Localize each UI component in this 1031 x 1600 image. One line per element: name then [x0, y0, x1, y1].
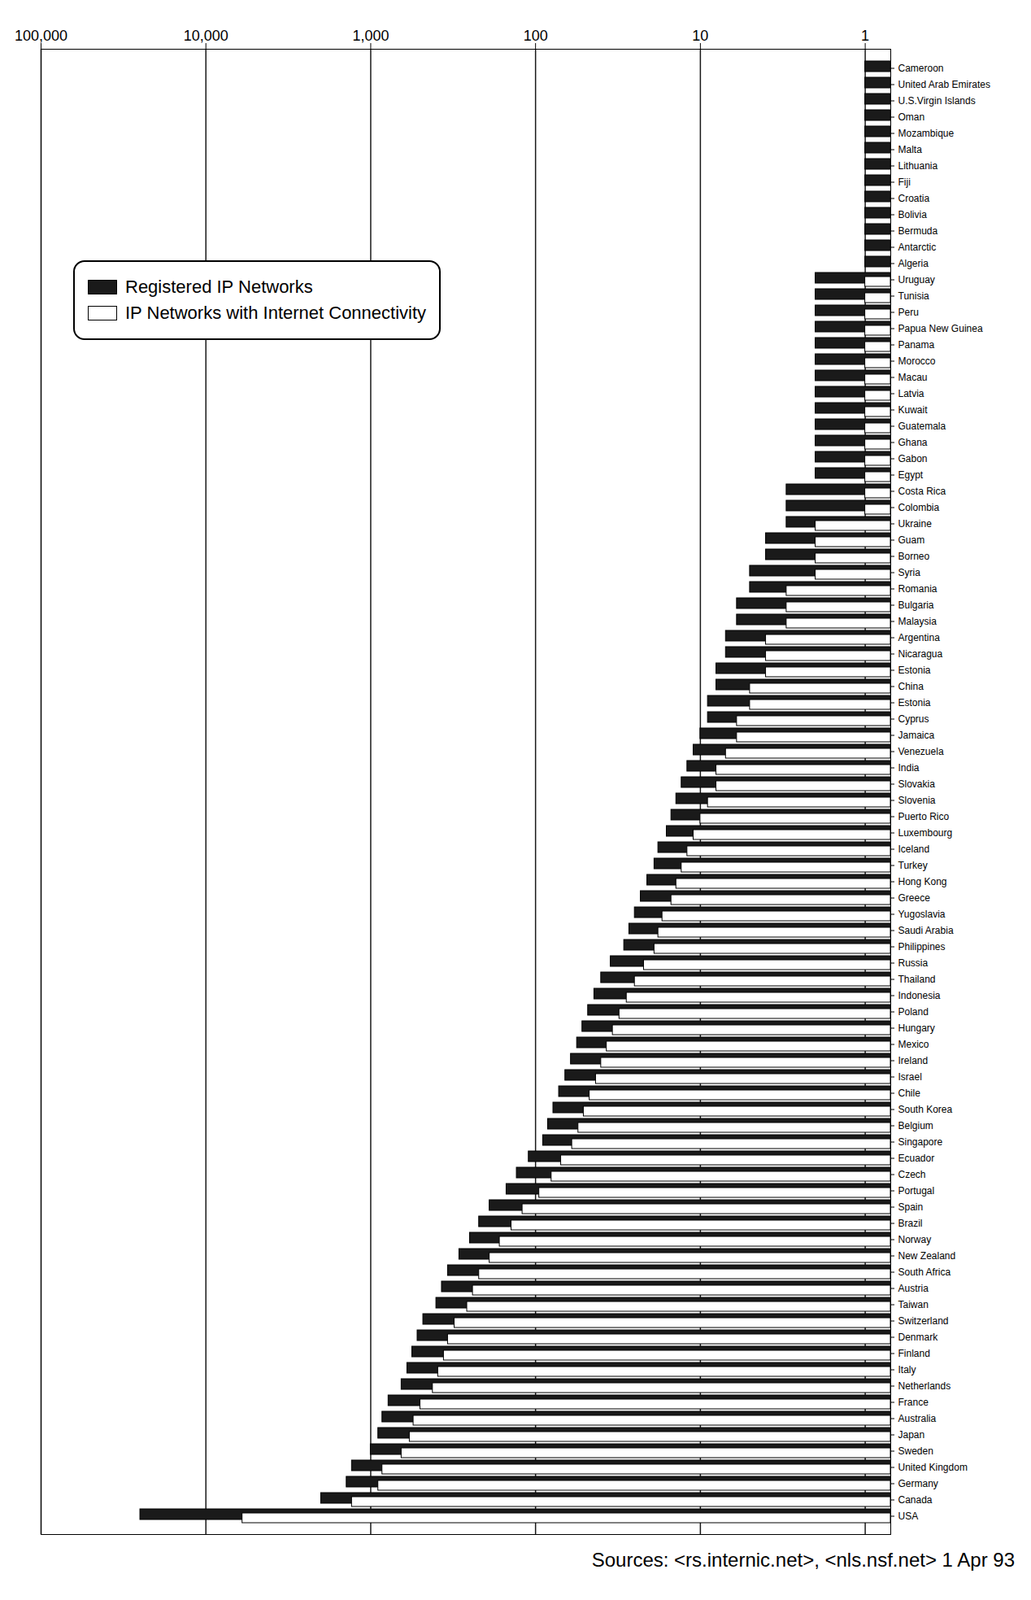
svg-text:Spain: Spain — [898, 1200, 924, 1213]
svg-text:Nicaragua: Nicaragua — [898, 648, 944, 660]
html-text:Registered IP Networks: Registered IP Networks — [125, 276, 313, 297]
svg-text:Italy: Italy — [898, 1363, 917, 1375]
svg-text:Croatia: Croatia — [898, 192, 931, 205]
svg-text:Czech: Czech — [898, 1168, 927, 1180]
svg-text:Peru: Peru — [898, 306, 919, 318]
svg-text:Morocco: Morocco — [898, 355, 936, 367]
svg-text:Finland: Finland — [898, 1347, 931, 1359]
svg-text:Turkey: Turkey — [898, 859, 928, 871]
svg-text:Ecuador: Ecuador — [898, 1152, 936, 1164]
svg-text:France: France — [898, 1396, 930, 1408]
svg-text:Panama: Panama — [898, 339, 936, 351]
svg-text:Estonia: Estonia — [898, 696, 931, 709]
svg-text:United Kingdom: United Kingdom — [898, 1461, 968, 1473]
svg-text:1,000: 1,000 — [352, 27, 389, 44]
svg-text:Fiji: Fiji — [898, 176, 911, 188]
svg-text:Malaysia: Malaysia — [898, 615, 938, 627]
svg-text:Japan: Japan — [898, 1428, 926, 1440]
svg-text:Russia: Russia — [898, 957, 929, 969]
svg-text:Denmark: Denmark — [898, 1331, 940, 1343]
svg-text:Guatemala: Guatemala — [898, 420, 947, 432]
svg-text:Slovakia: Slovakia — [898, 778, 936, 790]
svg-text:New Zealand: New Zealand — [898, 1249, 957, 1262]
svg-text:Bolivia: Bolivia — [898, 208, 928, 221]
svg-text:Slovenia: Slovenia — [898, 794, 936, 806]
svg-text:United Arab Emirates: United Arab Emirates — [898, 78, 991, 91]
svg-text:100,000: 100,000 — [14, 27, 68, 44]
svg-text:100: 100 — [523, 27, 549, 44]
svg-text:Norway: Norway — [898, 1233, 932, 1245]
svg-text:Taiwan: Taiwan — [898, 1298, 929, 1310]
svg-text:Iceland: Iceland — [898, 843, 931, 855]
svg-text:Costa Rica: Costa Rica — [898, 485, 947, 497]
svg-text:Estonia: Estonia — [898, 664, 931, 676]
svg-text:Uruguay: Uruguay — [898, 274, 936, 286]
svg-text:USA: USA — [898, 1509, 919, 1522]
svg-text:India: India — [898, 761, 920, 774]
svg-text:Cameroon: Cameroon — [898, 62, 944, 74]
svg-text:Kuwait: Kuwait — [898, 404, 929, 416]
svg-text:Poland: Poland — [898, 1005, 929, 1018]
svg-text:Hong Kong: Hong Kong — [898, 875, 948, 888]
svg-text:Singapore: Singapore — [898, 1135, 944, 1148]
svg-text:1: 1 — [861, 27, 870, 44]
svg-text:Bulgaria: Bulgaria — [898, 599, 935, 611]
html-text:Sources: <rs.internic.net>, <n: Sources: <rs.internic.net>, <nls.nsf.net… — [591, 1548, 1015, 1571]
svg-text:Brazil: Brazil — [898, 1217, 923, 1229]
svg-text:South Africa: South Africa — [898, 1265, 952, 1278]
svg-text:Portugal: Portugal — [898, 1184, 936, 1197]
svg-text:Tunisia: Tunisia — [898, 290, 931, 302]
svg-text:U.S.Virgin Islands: U.S.Virgin Islands — [898, 95, 976, 107]
svg-text:Thailand: Thailand — [898, 973, 936, 985]
svg-text:Netherlands: Netherlands — [898, 1379, 952, 1392]
svg-text:Greece: Greece — [898, 891, 931, 904]
svg-text:Algeria: Algeria — [898, 257, 930, 270]
svg-text:Malta: Malta — [898, 143, 923, 156]
svg-text:10: 10 — [691, 27, 709, 44]
svg-text:Hungary: Hungary — [898, 1022, 936, 1034]
svg-text:Jamaica: Jamaica — [898, 729, 936, 741]
svg-text:Lithuania: Lithuania — [898, 160, 939, 172]
svg-text:Chile: Chile — [898, 1087, 922, 1099]
svg-text:Puerto Rico: Puerto Rico — [898, 810, 950, 823]
svg-text:Borneo: Borneo — [898, 550, 931, 562]
svg-text:Indonesia: Indonesia — [898, 989, 941, 1001]
html-text:IP Networks with Internet Conn: IP Networks with Internet Connectivity — [125, 302, 427, 323]
svg-text:Syria: Syria — [898, 566, 922, 579]
svg-text:Switzerland: Switzerland — [898, 1314, 949, 1327]
svg-text:South Korea: South Korea — [898, 1103, 953, 1115]
svg-text:Belgium: Belgium — [898, 1119, 934, 1132]
svg-text:Ireland: Ireland — [898, 1054, 929, 1066]
svg-text:Argentina: Argentina — [898, 631, 941, 644]
svg-text:Antarctic: Antarctic — [898, 241, 937, 253]
svg-text:China: China — [898, 680, 925, 692]
svg-text:Mozambique: Mozambique — [898, 127, 955, 140]
svg-text:Venezuela: Venezuela — [898, 745, 944, 757]
svg-text:Germany: Germany — [898, 1477, 939, 1489]
svg-text:Bermuda: Bermuda — [898, 225, 939, 237]
svg-text:Macau: Macau — [898, 371, 928, 383]
svg-text:Egypt: Egypt — [898, 469, 924, 481]
svg-text:Latvia: Latvia — [898, 387, 925, 400]
svg-text:Canada: Canada — [898, 1493, 933, 1506]
svg-text:Philippines: Philippines — [898, 940, 946, 953]
svg-text:Cyprus: Cyprus — [898, 713, 930, 725]
svg-text:Guam: Guam — [898, 534, 926, 546]
svg-text:Ghana: Ghana — [898, 436, 928, 449]
svg-text:Papua New Guinea: Papua New Guinea — [898, 322, 984, 335]
svg-text:Australia: Australia — [898, 1412, 937, 1424]
svg-text:Luxembourg: Luxembourg — [898, 826, 953, 839]
svg-text:Sweden: Sweden — [898, 1444, 934, 1457]
svg-text:Yugoslavia: Yugoslavia — [898, 908, 946, 920]
svg-text:Gabon: Gabon — [898, 452, 928, 465]
svg-text:Mexico: Mexico — [898, 1038, 930, 1050]
svg-text:Oman: Oman — [898, 111, 926, 123]
svg-text:10,000: 10,000 — [183, 27, 229, 44]
svg-text:Ukraine: Ukraine — [898, 517, 933, 530]
svg-text:Colombia: Colombia — [898, 501, 940, 514]
svg-text:Romania: Romania — [898, 582, 938, 595]
svg-text:Saudi Arabia: Saudi Arabia — [898, 924, 954, 936]
svg-text:Israel: Israel — [898, 1070, 923, 1083]
svg-text:Austria: Austria — [898, 1282, 930, 1294]
